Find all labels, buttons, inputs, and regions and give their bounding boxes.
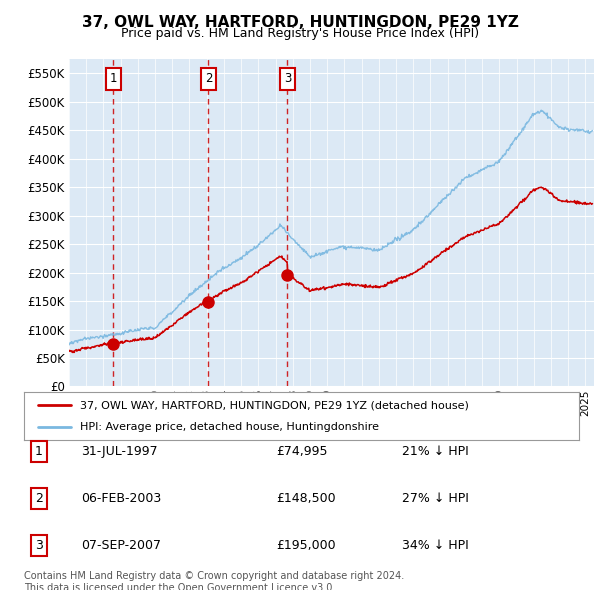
Text: 3: 3 — [284, 73, 291, 86]
Text: £74,995: £74,995 — [276, 445, 328, 458]
Text: 07-SEP-2007: 07-SEP-2007 — [81, 539, 161, 552]
Text: 2: 2 — [35, 492, 43, 505]
Text: Price paid vs. HM Land Registry's House Price Index (HPI): Price paid vs. HM Land Registry's House … — [121, 27, 479, 40]
Text: 06-FEB-2003: 06-FEB-2003 — [81, 492, 161, 505]
Text: 27% ↓ HPI: 27% ↓ HPI — [402, 492, 469, 505]
Text: 37, OWL WAY, HARTFORD, HUNTINGDON, PE29 1YZ: 37, OWL WAY, HARTFORD, HUNTINGDON, PE29 … — [82, 15, 518, 30]
Text: 34% ↓ HPI: 34% ↓ HPI — [402, 539, 469, 552]
Text: £148,500: £148,500 — [276, 492, 335, 505]
Text: HPI: Average price, detached house, Huntingdonshire: HPI: Average price, detached house, Hunt… — [79, 422, 379, 432]
Text: £195,000: £195,000 — [276, 539, 335, 552]
Text: 21% ↓ HPI: 21% ↓ HPI — [402, 445, 469, 458]
Text: 37, OWL WAY, HARTFORD, HUNTINGDON, PE29 1YZ (detached house): 37, OWL WAY, HARTFORD, HUNTINGDON, PE29 … — [79, 400, 469, 410]
Text: 3: 3 — [35, 539, 43, 552]
Text: Contains HM Land Registry data © Crown copyright and database right 2024.
This d: Contains HM Land Registry data © Crown c… — [24, 571, 404, 590]
Text: 1: 1 — [110, 73, 117, 86]
Text: 2: 2 — [205, 73, 212, 86]
Text: 1: 1 — [35, 445, 43, 458]
Text: 31-JUL-1997: 31-JUL-1997 — [81, 445, 158, 458]
